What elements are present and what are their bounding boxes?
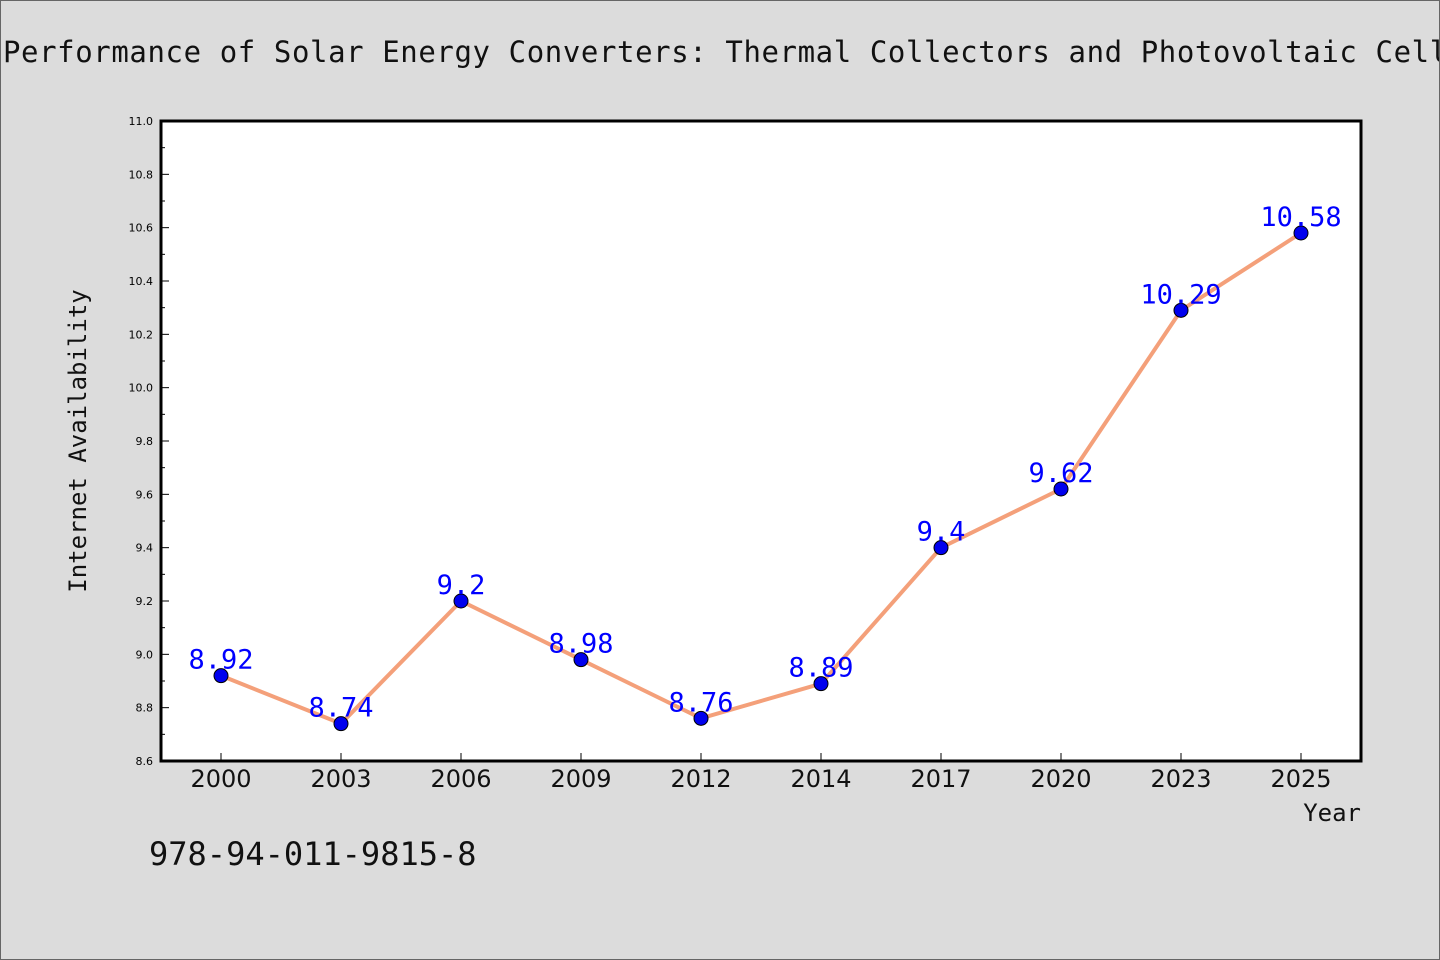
y-tick-label: 9.6 [136,488,154,501]
y-tick-label: 8.8 [136,702,154,715]
data-label: 8.89 [788,653,853,684]
plot-area [159,119,1363,763]
data-point [1053,481,1069,497]
data-point [1293,225,1309,241]
y-tick-label: 10.4 [129,275,154,288]
data-point [693,710,709,726]
series-group: 8.92 8.74 9.2 8.98 8.76 8.89 9.4 9.62 10.29 10.58 [188,202,1342,732]
data-label: 8.98 [548,629,613,660]
data-label: 8.76 [668,687,733,718]
data-label: 8.74 [308,693,373,724]
y-axis-label: Internet Availability [64,289,92,592]
y-tick-label: 10.8 [129,168,154,181]
x-tick-label: 2025 [1270,765,1331,793]
y-tick-label: 11.0 [129,115,154,128]
data-point [1173,302,1189,318]
data-point [213,668,229,684]
x-tick-label: 2003 [310,765,371,793]
data-label: 9.4 [917,517,966,548]
x-tick-label: 2009 [550,765,611,793]
x-axis-label: Year [1303,799,1361,827]
data-point [933,540,949,556]
series-line [219,231,1303,726]
data-point [453,593,469,609]
data-label: 9.2 [437,570,486,601]
x-tick-label: 2012 [670,765,731,793]
x-tick-label: 2006 [430,765,491,793]
data-label: 10.58 [1260,202,1341,233]
x-tick-label: 2020 [1030,765,1091,793]
data-label: 8.92 [188,645,253,676]
data-point [333,716,349,732]
x-tick-label: 2023 [1150,765,1211,793]
y-axis: 8.6 8.8 9.0 9.2 9.4 9.6 9.8 10.0 10.2 10.4 10.6 10.… [129,115,169,768]
y-tick-label: 8.6 [136,755,154,768]
y-tick-label: 9.8 [136,435,154,448]
x-tick-label: 2000 [190,765,251,793]
x-tick-label: 2017 [910,765,971,793]
x-tick-label: 2014 [790,765,851,793]
data-label: 10.29 [1140,279,1221,310]
y-tick-label: 9.0 [136,648,154,661]
data-point [813,676,829,692]
chart-title: Performance of Solar Energy Converters: … [3,35,1440,69]
data-point [573,652,589,668]
y-tick-label: 9.4 [136,542,154,555]
x-axis: 2000 2003 2006 2009 2012 2014 2017 2020 2023 2025 [190,753,1332,793]
y-tick-label: 10.6 [129,222,154,235]
data-label: 9.62 [1028,458,1093,489]
footer-code: 978-94-011-9815-8 [149,835,477,873]
y-tick-label: 10.2 [129,328,154,341]
y-tick-label: 9.2 [136,595,154,608]
y-tick-label: 10.0 [129,382,154,395]
